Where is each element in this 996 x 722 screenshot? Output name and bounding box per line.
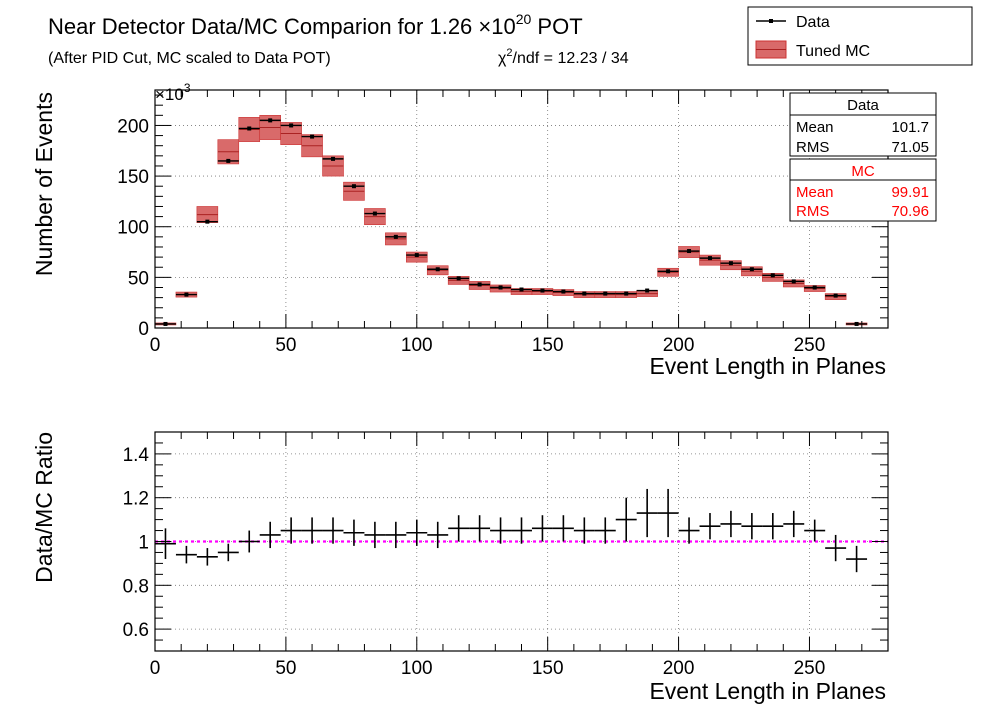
data-point	[310, 134, 315, 139]
data-point	[666, 269, 671, 274]
y-tick-label: 0.8	[123, 576, 149, 597]
stats-mc-rms-label: RMS	[796, 203, 829, 220]
data-point	[205, 219, 210, 224]
x-tick-label: 150	[532, 335, 564, 356]
x-tick-label: 250	[794, 658, 826, 679]
mc-bands	[154, 115, 868, 326]
legend: Data Tuned MC	[747, 6, 973, 66]
data-point	[226, 158, 231, 163]
data-point	[603, 291, 608, 296]
data-point	[435, 267, 440, 272]
data-point	[498, 285, 503, 290]
stats-data-rms-value: 71.05	[891, 139, 929, 156]
data-point	[331, 156, 336, 161]
stats-mc-title: MC	[851, 163, 874, 180]
data-points	[155, 118, 868, 326]
chi-square-label: χ2/ndf = 12.23 / 34	[498, 47, 629, 67]
data-point	[749, 267, 754, 272]
y-tick-label: 150	[117, 167, 149, 188]
legend-data-label: Data	[796, 14, 830, 31]
ratio-points	[155, 488, 868, 573]
x-tick-label: 100	[401, 335, 433, 356]
y-tick-label: 200	[117, 116, 149, 137]
stats-data-rms-label: RMS	[796, 139, 829, 156]
figure-title: Near Detector Data/MC Comparion for 1.26…	[48, 11, 583, 39]
stats-data-mean-value: 101.7	[891, 119, 929, 136]
top-yscale-label: ×103	[155, 81, 191, 104]
data-point	[812, 285, 817, 290]
y-tick-label: 50	[128, 268, 149, 289]
x-tick-label: 0	[150, 658, 161, 679]
data-point	[247, 126, 252, 131]
x-tick-label: 50	[275, 335, 296, 356]
x-tick-label: 50	[275, 658, 296, 679]
data-point	[624, 291, 629, 296]
x-tick-label: 100	[401, 658, 433, 679]
stats-data-box: Data Mean 101.7 RMS 71.05	[789, 92, 937, 157]
stats-mc-frame	[789, 158, 937, 222]
stats-data-mean-label: Mean	[796, 119, 834, 136]
y-tick-label: 1.2	[123, 489, 149, 510]
stats-mc-mean-value: 99.91	[891, 184, 929, 201]
y-tick-label: 1.4	[123, 445, 150, 466]
data-point	[728, 261, 733, 266]
data-point	[687, 249, 692, 254]
stats-data-frame	[789, 92, 937, 157]
data-point	[351, 184, 356, 189]
data-point	[645, 288, 650, 293]
top-axes: 0 50 100 150 200 250 0 50 100 150 200	[117, 90, 889, 356]
top-panel: 0 50 100 150 200 250 0 50 100 150 200 ×103 Number …	[31, 81, 889, 379]
figure-subtitle: (After PID Cut, MC scaled to Data POT)	[48, 50, 331, 67]
legend-data-marker	[769, 19, 773, 23]
data-point	[854, 321, 859, 326]
data-point	[770, 273, 775, 278]
y-tick-label: 0	[138, 319, 149, 340]
bottom-grid	[155, 432, 888, 651]
data-point	[791, 279, 796, 284]
x-tick-label: 200	[663, 335, 695, 356]
stats-data-title: Data	[847, 97, 879, 114]
data-point	[414, 253, 419, 258]
x-tick-label: 250	[794, 335, 826, 356]
x-tick-label: 0	[150, 335, 161, 356]
data-point	[393, 234, 398, 239]
data-point	[184, 292, 189, 297]
data-point	[372, 211, 377, 216]
data-point	[582, 291, 587, 296]
data-point	[477, 282, 482, 287]
x-tick-label: 200	[663, 658, 695, 679]
y-tick-label: 1	[138, 533, 149, 554]
y-tick-label: 100	[117, 218, 149, 239]
data-point	[540, 288, 545, 293]
stats-mc-mean-label: Mean	[796, 184, 834, 201]
top-ylabel: Number of Events	[31, 92, 57, 276]
top-xlabel: Event Length in Planes	[649, 353, 886, 379]
x-tick-label: 150	[532, 658, 564, 679]
stats-mc-box: MC Mean 99.91 RMS 70.96	[789, 158, 937, 222]
bottom-ylabel: Data/MC Ratio	[31, 432, 57, 583]
legend-mc-label: Tuned MC	[796, 43, 870, 60]
data-point	[268, 118, 273, 123]
stats-mc-rms-value: 70.96	[891, 203, 929, 220]
data-point	[833, 293, 838, 298]
bottom-xlabel: Event Length in Planes	[649, 678, 886, 704]
y-tick-label: 0.6	[123, 620, 149, 641]
data-point	[456, 276, 461, 281]
data-point	[561, 289, 566, 294]
data-point	[289, 123, 294, 128]
data-point	[163, 321, 168, 326]
data-point	[519, 287, 524, 292]
bottom-axes: 0 50 100 150 200 250 0.6 0.8 1 1.2 1.4	[123, 431, 889, 679]
bottom-panel: 0 50 100 150 200 250 0.6 0.8 1 1.2 1.4 Data/MC Rat…	[31, 431, 889, 704]
data-point	[707, 256, 712, 261]
